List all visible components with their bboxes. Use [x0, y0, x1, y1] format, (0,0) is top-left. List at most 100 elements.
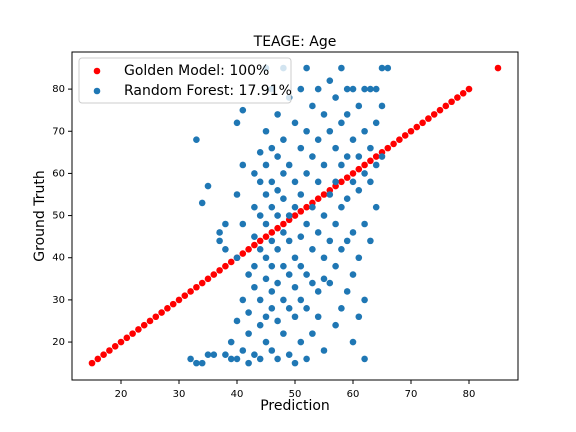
scatter-point — [367, 144, 374, 152]
scatter-point — [303, 271, 310, 278]
x-tick-label: 40 — [231, 389, 244, 400]
scatter-point — [274, 111, 281, 118]
scatter-point — [280, 262, 287, 270]
scatter-point — [309, 102, 316, 110]
scatter-point — [152, 313, 160, 321]
scatter-point — [204, 351, 212, 359]
scatter-point — [367, 237, 374, 245]
scatter-point — [158, 309, 165, 316]
scatter-point — [285, 161, 293, 169]
scatter-point — [256, 212, 264, 219]
scatter-point — [384, 144, 392, 152]
scatter-point — [419, 119, 426, 127]
scatter-point — [239, 296, 247, 304]
scatter-point — [94, 355, 102, 363]
scatter-point — [274, 246, 281, 253]
scatter-point — [129, 330, 136, 337]
scatter-point — [256, 237, 264, 245]
scatter-point — [349, 136, 357, 143]
scatter-point — [367, 85, 374, 93]
scatter-point — [193, 359, 200, 367]
legend-box — [78, 57, 292, 104]
scatter-point — [280, 220, 287, 228]
scatter-point — [314, 85, 322, 93]
scatter-point — [303, 203, 310, 211]
scatter-point — [297, 296, 305, 304]
scatter-point — [320, 212, 328, 219]
scatter-point — [268, 203, 276, 211]
scatter-point — [355, 102, 363, 110]
scatter-point — [326, 127, 334, 135]
scatter-point — [245, 359, 252, 367]
scatter-point — [314, 136, 322, 143]
scatter-point — [338, 246, 345, 253]
scatter-point — [285, 351, 293, 359]
scatter-point — [384, 64, 392, 72]
scatter-point — [297, 208, 305, 215]
scatter-point — [274, 279, 281, 287]
scatter-point — [274, 317, 281, 325]
scatter-point — [106, 347, 113, 354]
scatter-point — [256, 321, 264, 329]
scatter-point — [280, 330, 287, 337]
y-tick-label: 50 — [52, 211, 65, 222]
scatter-point — [372, 153, 380, 160]
scatter-point — [280, 195, 287, 203]
scatter-point — [297, 85, 305, 93]
scatter-point — [251, 233, 258, 240]
scatter-point — [297, 233, 305, 240]
scatter-point — [297, 144, 305, 152]
scatter-point — [181, 292, 189, 299]
scatter-point — [361, 161, 368, 169]
scatter-point — [314, 313, 322, 321]
scatter-point — [291, 119, 299, 127]
scatter-point — [274, 355, 281, 363]
scatter-point — [390, 140, 397, 148]
scatter-point — [251, 351, 258, 359]
scatter-point — [378, 102, 386, 110]
scatter-point — [233, 119, 241, 127]
x-tick-label: 50 — [289, 389, 302, 400]
scatter-point — [338, 178, 345, 186]
scatter-point — [285, 237, 293, 245]
scatter-point — [274, 212, 281, 219]
y-tick-label: 20 — [52, 337, 65, 348]
scatter-point — [349, 271, 357, 278]
scatter-point — [222, 262, 229, 270]
scatter-point — [251, 203, 258, 211]
scatter-point — [146, 317, 154, 325]
scatter-point — [268, 229, 276, 236]
scatter-point — [274, 224, 281, 232]
scatter-point — [355, 186, 363, 194]
scatter-point — [100, 351, 107, 359]
scatter-point — [338, 64, 345, 72]
scatter-point — [442, 102, 450, 110]
scatter-point — [343, 195, 351, 203]
scatter-point — [425, 115, 432, 122]
scatter-point — [198, 199, 206, 207]
scatter-point — [303, 170, 310, 177]
scatter-point — [343, 85, 351, 93]
x-tick-label: 30 — [173, 389, 186, 400]
scatter-point — [268, 237, 276, 245]
scatter-point — [320, 111, 328, 118]
scatter-point — [291, 212, 299, 219]
scatter-point — [332, 262, 339, 270]
x-axis-label: Prediction — [260, 398, 330, 414]
scatter-point — [349, 338, 357, 346]
scatter-point — [164, 305, 171, 312]
chart-title: TEAGE: Age — [253, 34, 337, 50]
scatter-point — [280, 229, 287, 236]
y-axis-label: Ground Truth — [32, 170, 48, 261]
scatter-point — [320, 191, 328, 198]
scatter-point — [303, 64, 310, 72]
scatter-point — [268, 178, 276, 186]
scatter-point — [332, 144, 339, 152]
scatter-point — [280, 170, 287, 177]
scatter-point — [367, 157, 374, 165]
scatter-point — [222, 220, 229, 228]
scatter-point — [210, 351, 218, 359]
scatter-point — [355, 313, 363, 321]
scatter-point — [216, 229, 223, 236]
